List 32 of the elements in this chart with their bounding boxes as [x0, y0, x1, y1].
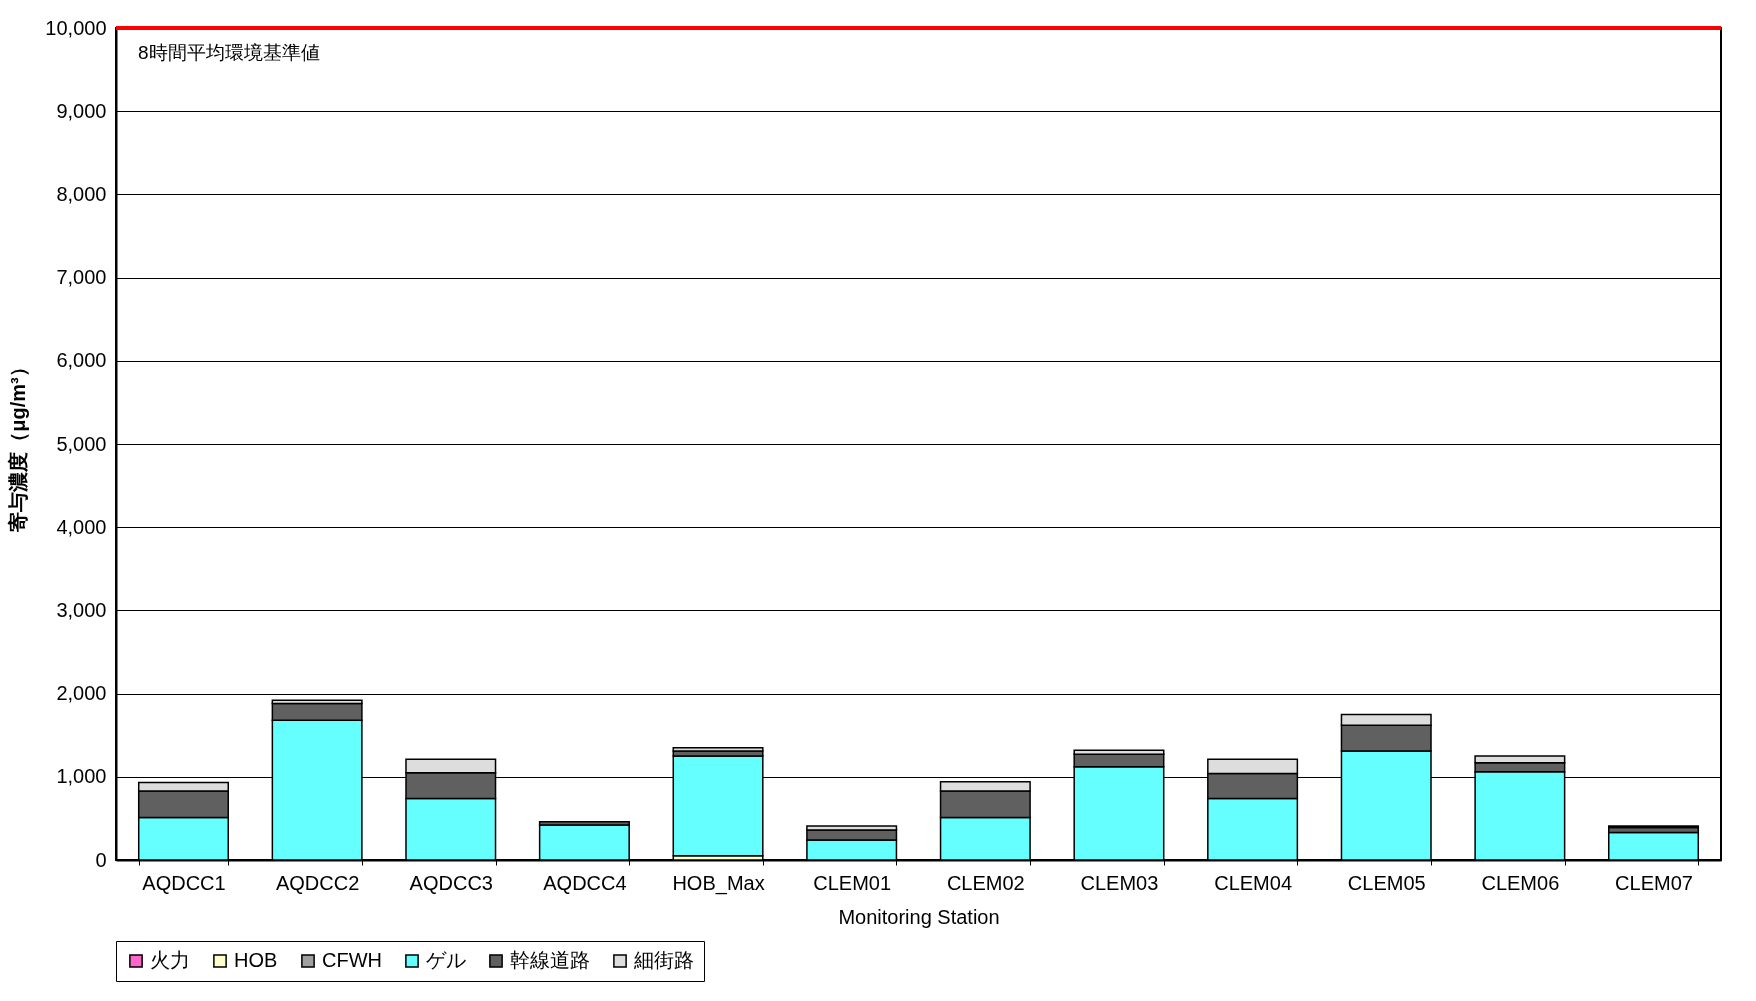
y-tick-label: 3,000 [56, 598, 107, 621]
legend-label: ゲル [426, 949, 466, 971]
y-tick-label: 7,000 [56, 266, 107, 289]
x-tick-label: AQDCC3 [409, 871, 493, 894]
x-axis-title: Monitoring Station [838, 905, 1000, 928]
legend-label: CFWH [322, 949, 382, 971]
y-tick-label: 4,000 [56, 515, 107, 538]
x-tick-label: AQDCC2 [275, 871, 360, 894]
legend-label: 細街路 [633, 949, 694, 971]
y-tick-label: 0 [95, 848, 107, 871]
x-tick-label: AQDCC1 [142, 871, 226, 894]
y-tick-label: 5,000 [56, 432, 107, 455]
y-tick-label: 2,000 [56, 682, 107, 705]
x-tick-label: CLEM04 [1214, 871, 1292, 894]
ref-line-label: 8時間平均環境基準値 [138, 42, 320, 63]
legend-label: 火力 [150, 949, 190, 971]
x-tick-label: CLEM01 [813, 871, 892, 894]
legend-label: 幹線道路 [510, 949, 590, 971]
y-tick-label: 1,000 [56, 765, 107, 788]
x-tick-label: AQDCC4 [543, 871, 627, 894]
y-tick-label: 9,000 [56, 99, 107, 122]
y-axis-title: 寄与濃度（μg/m³） [7, 357, 30, 532]
x-tick-label: CLEM02 [946, 871, 1025, 894]
x-tick-label: CLEM05 [1347, 871, 1426, 894]
legend-label: HOB [234, 949, 278, 971]
y-tick-label: 10,000 [45, 16, 107, 39]
x-tick-label: CLEM07 [1615, 871, 1693, 894]
y-tick-label: 6,000 [56, 349, 107, 372]
y-tick-label: 8,000 [56, 182, 107, 205]
x-tick-label: CLEM06 [1481, 871, 1560, 894]
x-tick-label: HOB_Max [672, 871, 765, 895]
x-tick-label: CLEM03 [1080, 871, 1159, 894]
